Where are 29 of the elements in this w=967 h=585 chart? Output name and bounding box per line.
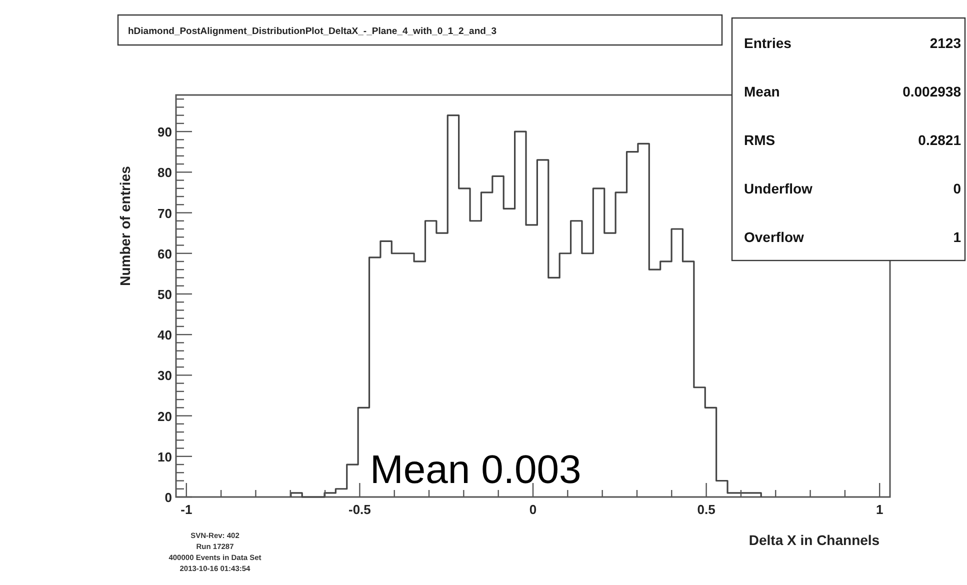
x-tick-label: -0.5 <box>348 502 371 517</box>
x-axis-title: Delta X in Channels <box>748 532 880 548</box>
text: 2123 <box>930 35 962 51</box>
x-tick-label: 1 <box>876 502 884 517</box>
text: 0 <box>953 180 962 196</box>
annotation: Underflow <box>744 180 813 196</box>
text: 0.2821 <box>918 132 962 148</box>
text: Entries <box>744 35 792 51</box>
y-tick-label: 60 <box>158 246 172 262</box>
y-tick-label: 20 <box>158 408 172 424</box>
y-tick-label: 40 <box>158 328 172 343</box>
annotation: Mean 0.003 <box>370 448 582 492</box>
y-tick-label: 50 <box>158 286 172 302</box>
text: 0.002938 <box>902 84 962 100</box>
text: 1 <box>953 229 962 245</box>
y-tick-label: 80 <box>158 165 172 180</box>
y-tick-label: 10 <box>158 449 172 464</box>
y-tick-label: 70 <box>158 206 172 221</box>
x-tick-label: 0 <box>529 502 537 517</box>
annotation: Overflow <box>744 229 804 245</box>
y-tick-label: 30 <box>158 368 172 384</box>
chart-title: hDiamond_PostAlignment_DistributionPlot_DeltaX_-_Plane_4_with_0_1_2_and_3 <box>128 26 496 37</box>
annotation: RMS <box>744 132 776 148</box>
x-tick-label: 0.5 <box>697 502 716 517</box>
y-axis-title: Number of entries <box>117 166 133 286</box>
y-tick-label: 0 <box>164 490 172 505</box>
y-tick-label: 90 <box>158 124 172 140</box>
annotation: Mean <box>744 84 780 100</box>
x-tick-label: -1 <box>180 502 192 517</box>
